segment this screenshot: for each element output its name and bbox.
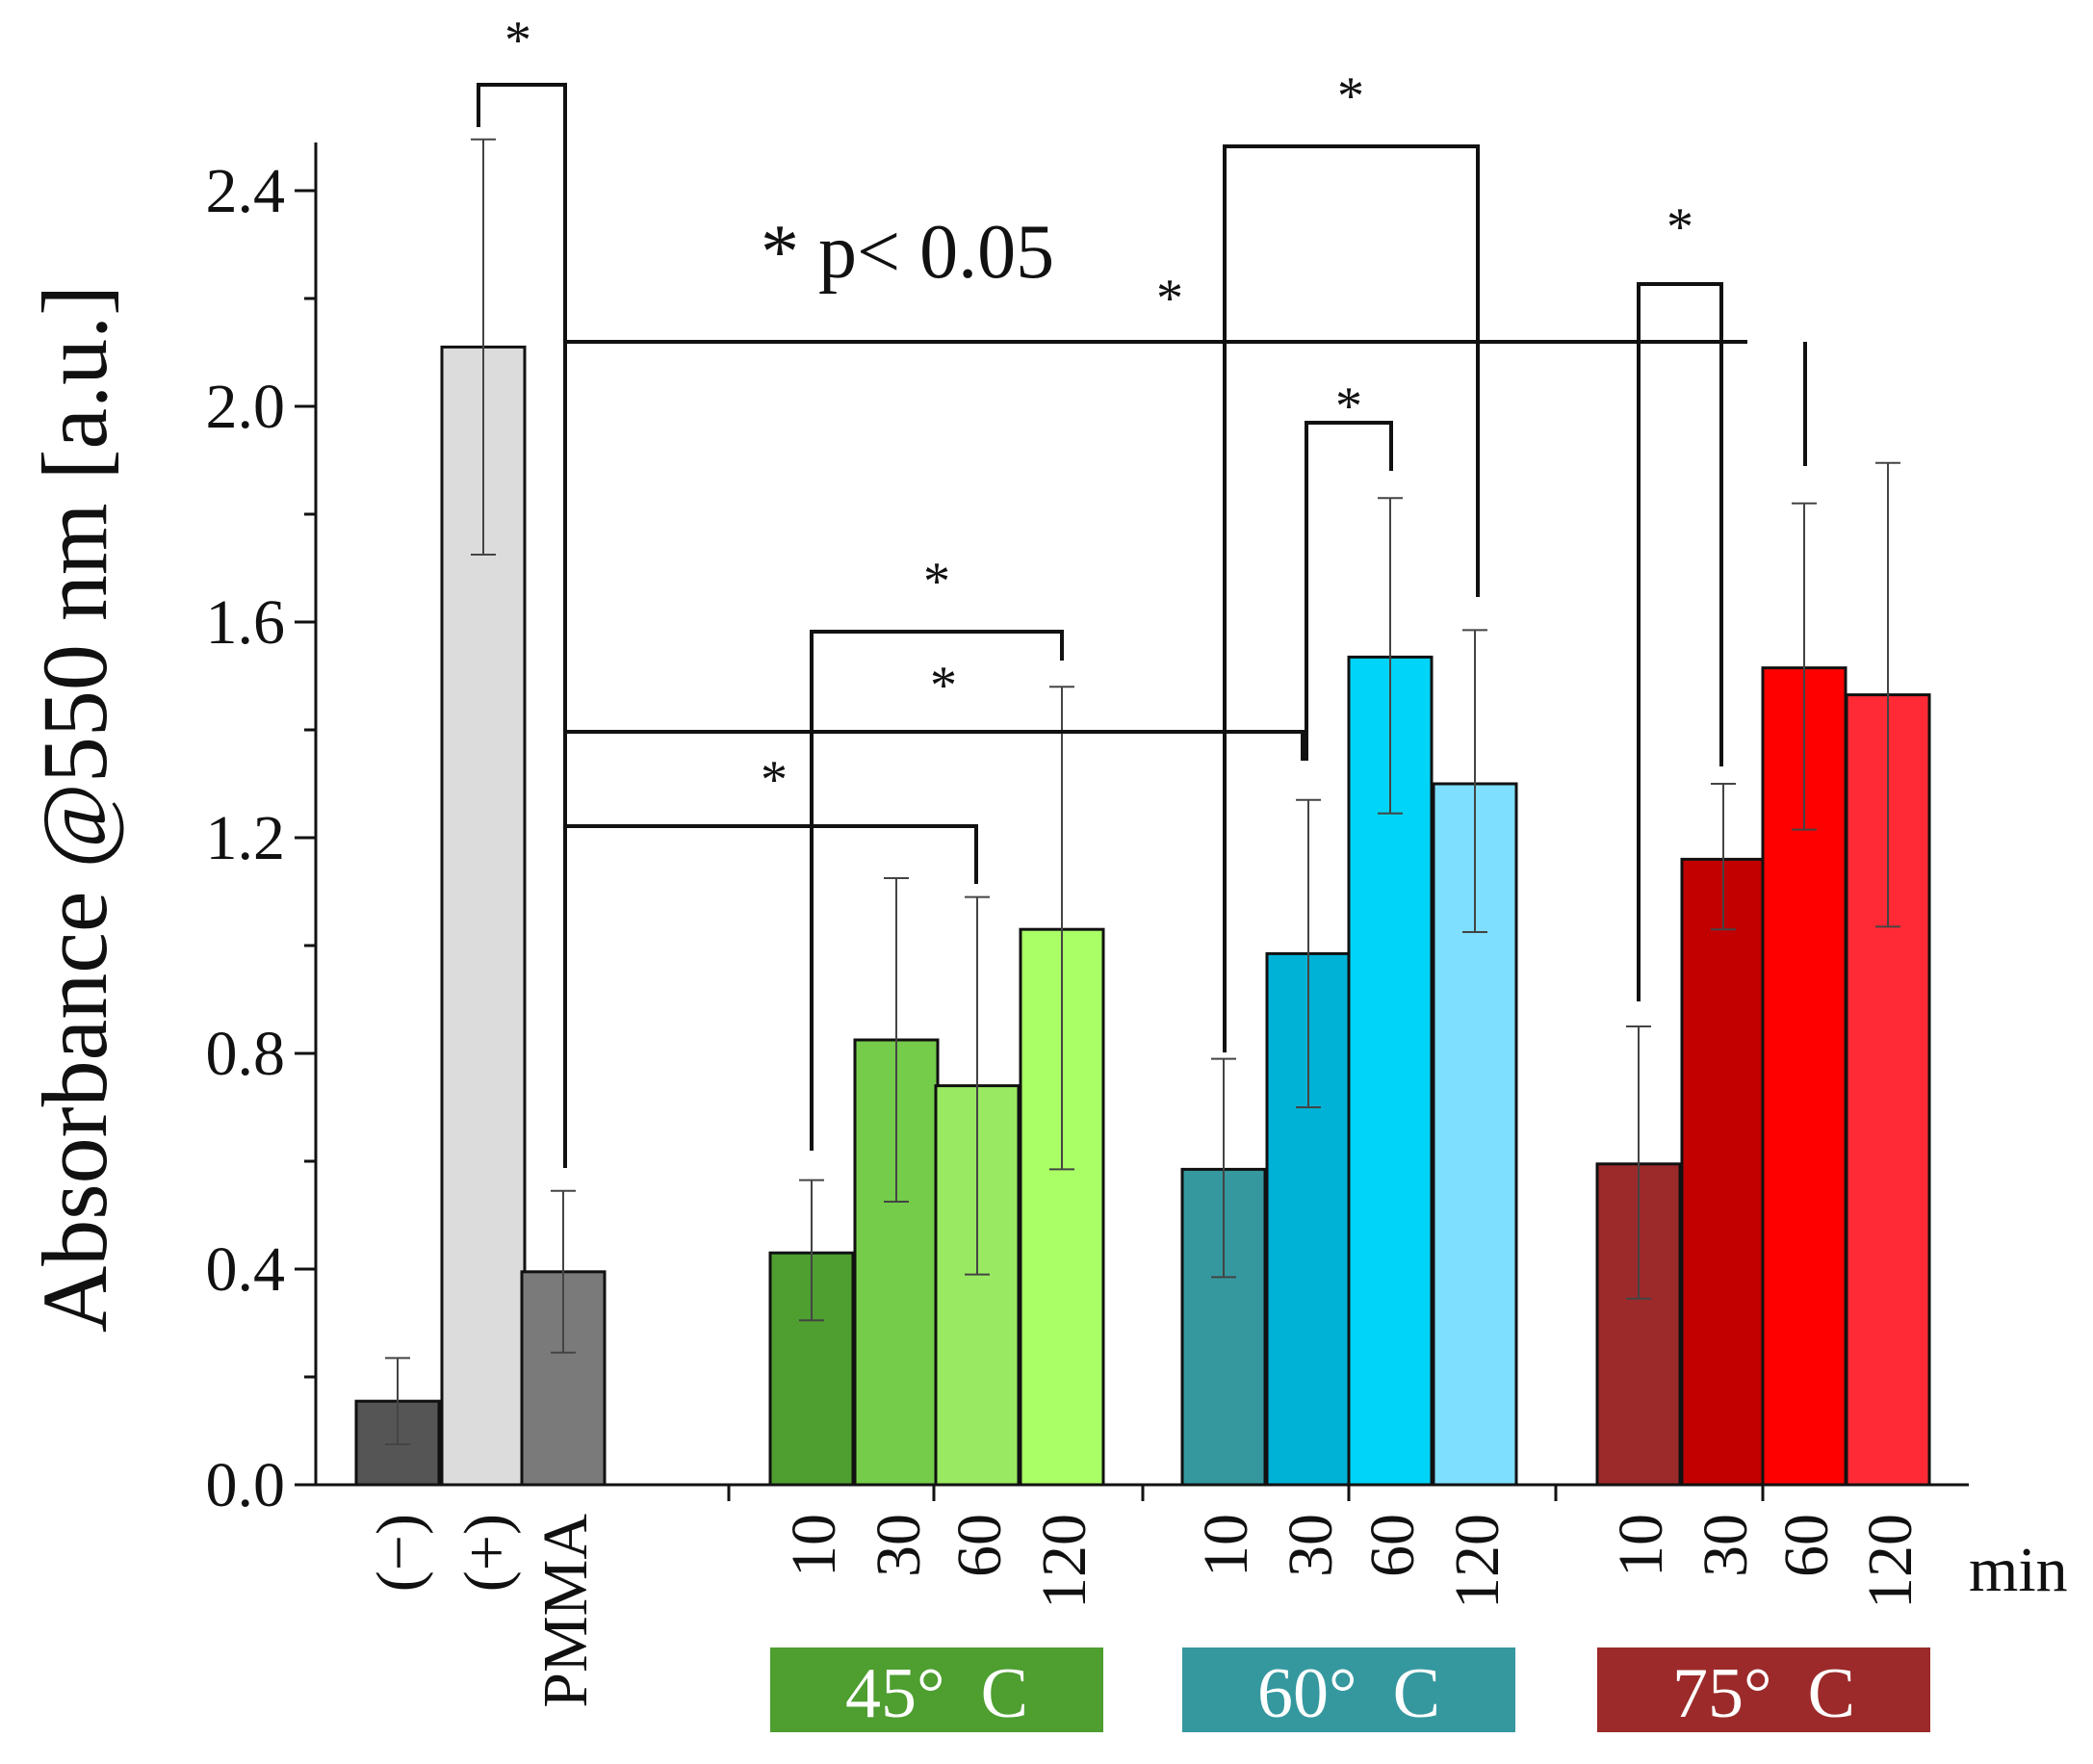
star-60-30-60: *	[1335, 376, 1362, 436]
y-tick-label-2: 0.8	[206, 1019, 286, 1089]
significance-brackets: * * * * * * * * * p< 0.05	[477, 11, 1807, 1168]
unit-label: min	[1969, 1535, 2068, 1605]
bracket-pmma-45-60	[565, 824, 978, 884]
bracket-45-10-120	[810, 630, 1064, 1151]
x-label-g1-120: 120	[1442, 1514, 1512, 1609]
x-label-g2-10: 10	[1606, 1514, 1676, 1577]
y-axis-label: Absorbance @550 nm [a.u.]	[23, 285, 126, 1333]
x-label-control-2: PMMA	[530, 1514, 601, 1708]
y-tick-label-4: 1.6	[206, 587, 286, 658]
group-label-0: 45° C	[845, 1654, 1028, 1733]
bracket-positive-pmma	[477, 83, 567, 1168]
bars-layer	[354, 138, 1931, 1487]
bracket-60-30-60	[1305, 421, 1393, 761]
star-60-10-120: *	[1337, 66, 1364, 126]
bracket-75-10-30	[1637, 282, 1723, 1001]
x-label-g0-60: 60	[944, 1514, 1015, 1577]
x-label-control-1: (+)	[452, 1514, 522, 1592]
x-label-g2-120: 120	[1855, 1514, 1925, 1609]
star-positive-pmma: *	[504, 11, 531, 70]
group-box-0	[770, 1647, 1103, 1732]
x-label-g0-30: 30	[864, 1514, 934, 1577]
y-tick-label-3: 1.2	[206, 803, 286, 873]
group-label-2: 75° C	[1672, 1654, 1855, 1733]
star-pmma-75-60: *	[1156, 269, 1183, 328]
x-label-g0-120: 120	[1029, 1514, 1099, 1609]
y-tick-label-5: 2.0	[206, 372, 286, 442]
p-value-annotation: * p< 0.05	[761, 210, 1054, 295]
axes-layer	[295, 143, 1969, 1501]
bracket-pmma-60-30	[565, 730, 1305, 761]
x-label-g2-60: 60	[1771, 1514, 1842, 1577]
star-pmma-60-30: *	[930, 656, 957, 715]
x-label-g1-10: 10	[1191, 1514, 1261, 1577]
group-label-1: 60° C	[1257, 1654, 1440, 1733]
x-label-g1-30: 30	[1276, 1514, 1346, 1577]
bracket-60-10-120	[1223, 144, 1480, 1052]
group-box-2	[1597, 1647, 1930, 1732]
star-75-10-30: *	[1667, 197, 1693, 257]
star-45-10-120: *	[923, 552, 950, 611]
x-label-g2-30: 30	[1691, 1514, 1761, 1577]
star-pmma-45-60: *	[761, 750, 788, 810]
y-tick-label-1: 0.4	[206, 1234, 286, 1305]
x-label-control-0: (−)	[364, 1514, 434, 1592]
x-label-g0-10: 10	[779, 1514, 849, 1577]
group-box-1	[1182, 1647, 1515, 1732]
labels-layer: 0.0 0.4 0.8 1.2 1.6 2.0 2.4 Absorbance @550 nm …	[23, 156, 2068, 1733]
bar-g2-30	[1680, 857, 1767, 1487]
y-tick-label-0: 0.0	[206, 1450, 286, 1520]
y-tick-label-6: 2.4	[206, 156, 286, 226]
x-label-g1-60: 60	[1357, 1514, 1428, 1577]
